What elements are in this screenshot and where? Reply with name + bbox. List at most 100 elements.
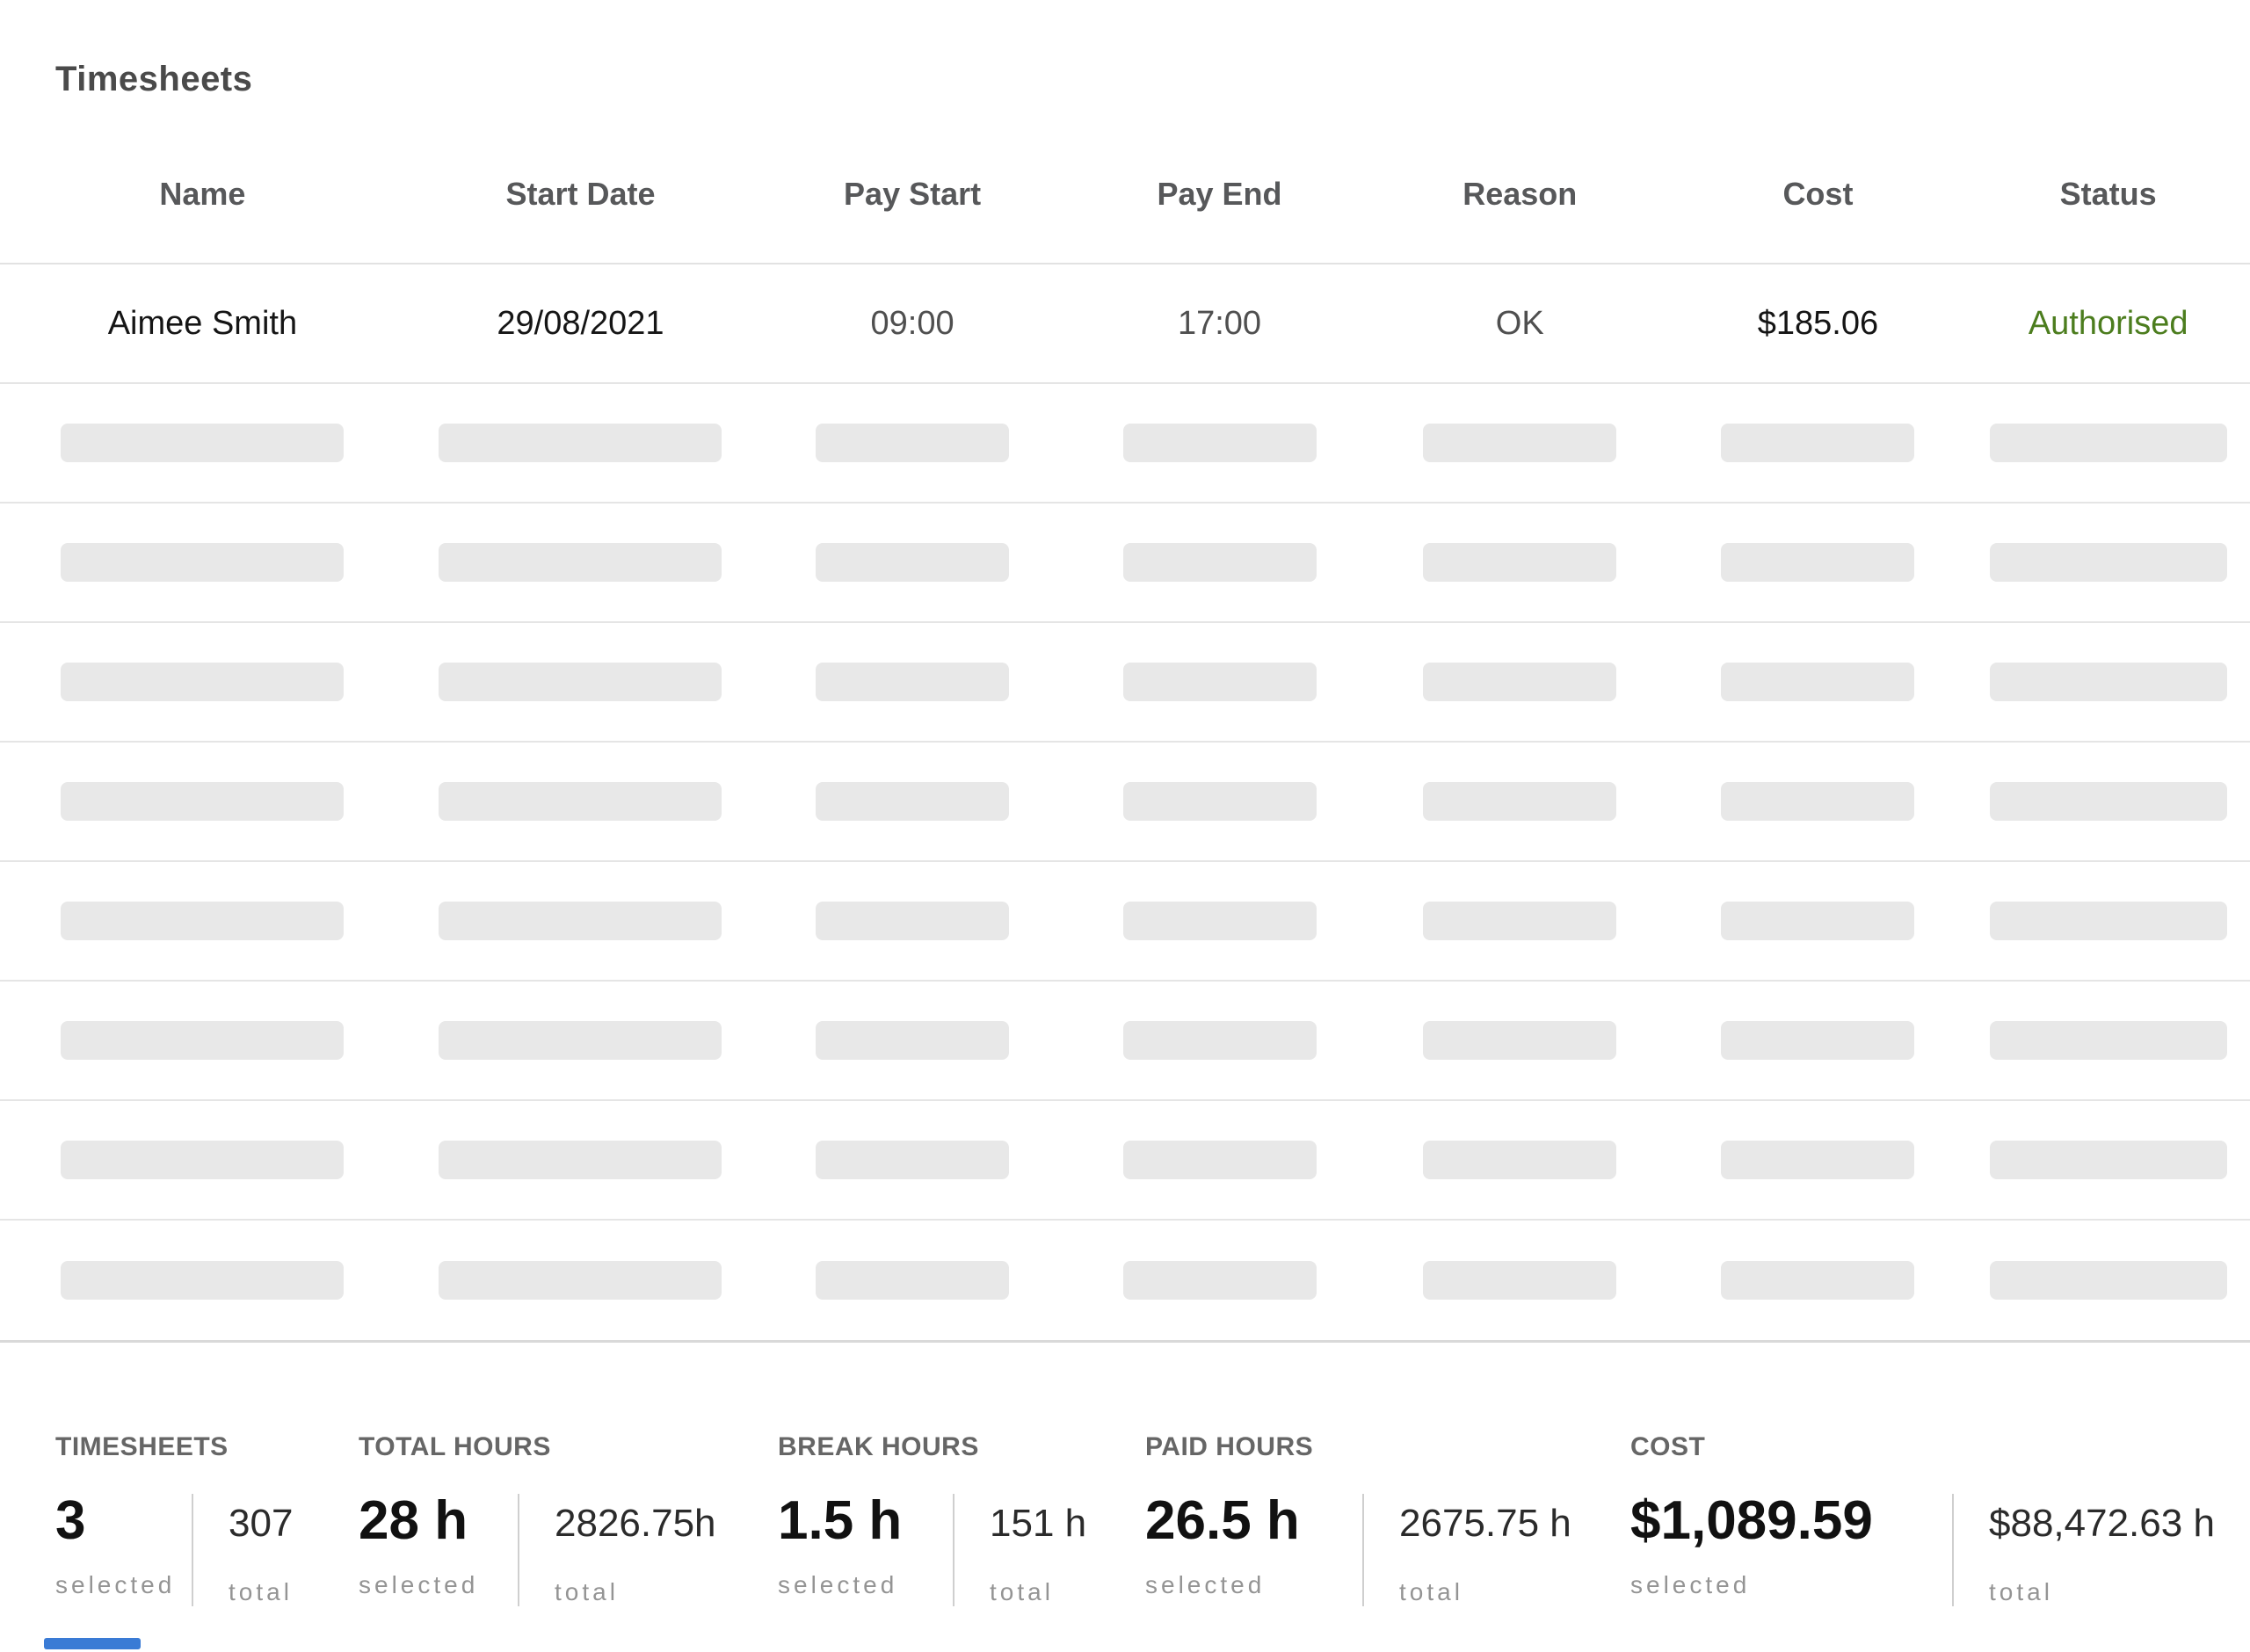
skeleton-bar: [1423, 1021, 1617, 1060]
summary-group-cost: COST $1,089.59 selected $88,472.63 h tot…: [1630, 1432, 2246, 1606]
skeleton-bar: [61, 902, 345, 940]
skeleton-bar: [1989, 1021, 2227, 1060]
skeleton-bar: [61, 543, 345, 582]
skeleton-bar: [439, 902, 722, 940]
row-pay-end-cell: 17:00: [1177, 304, 1262, 342]
selected-caption: selected: [55, 1571, 176, 1598]
skeleton-bar: [1989, 424, 2227, 462]
skeleton-bar: [1122, 1021, 1317, 1060]
total-hours-total-value: 2826.75h: [555, 1502, 716, 1545]
total-caption: total: [555, 1578, 619, 1605]
skeleton-bar: [1721, 543, 1915, 582]
summary-label: COST: [1630, 1432, 1706, 1461]
skeleton-bar: [1721, 1261, 1915, 1300]
total-caption: total: [229, 1578, 293, 1605]
skeleton-bar: [1423, 1141, 1617, 1179]
skeleton-bar: [1423, 663, 1617, 701]
skeleton-bar: [816, 782, 1010, 821]
row-reason-cell: OK: [1495, 304, 1544, 342]
skeleton-bar: [1721, 424, 1915, 462]
row-name-cell: Aimee Smith: [107, 304, 298, 342]
skeleton-bar: [816, 663, 1010, 701]
skeleton-bar: [439, 1261, 722, 1300]
summary-group-paid-hours: PAID HOURS 26.5 h selected 2675.75 h tot…: [1145, 1432, 1630, 1606]
skeleton-bar: [1122, 782, 1317, 821]
selected-caption: selected: [359, 1571, 479, 1598]
row-start-date-cell: 29/08/2021: [497, 304, 664, 342]
skeleton-bar: [439, 1141, 722, 1179]
skeleton-bar: [1989, 1261, 2227, 1300]
paid-hours-selected-value: 26.5 h: [1145, 1490, 1300, 1551]
column-header-start-date: Start Date: [505, 175, 656, 212]
skeleton-bar: [1122, 543, 1317, 582]
summary-group-break-hours: BREAK HOURS 1.5 h selected 151 h total: [778, 1432, 1145, 1606]
skeleton-bar: [1989, 663, 2227, 701]
skeleton-bar: [439, 782, 722, 821]
column-header-status: Status: [2059, 175, 2157, 212]
column-header-pay-end: Pay End: [1157, 175, 1282, 212]
skeleton-bar: [1423, 902, 1617, 940]
table-header-row: Name Start Date Pay Start Pay End Reason…: [0, 102, 2250, 264]
skeleton-bar: [1423, 424, 1617, 462]
break-hours-selected-value: 1.5 h: [778, 1490, 903, 1551]
row-pay-start-cell: 09:00: [870, 304, 954, 342]
horizontal-scrollbar-thumb[interactable]: [44, 1638, 141, 1649]
skeleton-bar: [1122, 1261, 1317, 1300]
selected-caption: selected: [778, 1571, 898, 1598]
paid-hours-total-value: 2675.75 h: [1399, 1502, 1571, 1545]
page-header: Timesheets: [0, 0, 2250, 102]
skeleton-bar: [1721, 1021, 1915, 1060]
row-cost-cell: $185.06: [1757, 304, 1879, 342]
skeleton-bar: [439, 424, 722, 462]
table-row[interactable]: Aimee Smith 29/08/2021 09:00 17:00 OK $1…: [0, 264, 2250, 384]
skeleton-bar: [1721, 1141, 1915, 1179]
skeleton-rows-container: [0, 384, 2250, 1340]
skeleton-bar: [1122, 424, 1317, 462]
skeleton-bar: [816, 543, 1010, 582]
skeleton-bar: [61, 1021, 345, 1060]
skeleton-row: [0, 982, 2250, 1101]
skeleton-row: [0, 504, 2250, 623]
skeleton-bar: [61, 424, 345, 462]
skeleton-bar: [816, 1021, 1010, 1060]
summary-label: BREAK HOURS: [778, 1432, 979, 1461]
summary-label: TIMESHEETS: [55, 1432, 229, 1461]
skeleton-bar: [61, 782, 345, 821]
skeleton-bar: [1423, 1261, 1617, 1300]
summary-label: PAID HOURS: [1145, 1432, 1314, 1461]
skeleton-row: [0, 862, 2250, 982]
skeleton-bar: [1721, 663, 1915, 701]
skeleton-bar: [1721, 782, 1915, 821]
total-caption: total: [990, 1578, 1054, 1605]
column-header-reason: Reason: [1462, 175, 1578, 212]
skeleton-bar: [61, 1141, 345, 1179]
skeleton-bar: [816, 424, 1010, 462]
skeleton-bar: [816, 1261, 1010, 1300]
summary-group-timesheets: TIMESHEETS 3 selected 307 total: [55, 1432, 359, 1606]
skeleton-bar: [1721, 902, 1915, 940]
selected-caption: selected: [1145, 1571, 1266, 1598]
skeleton-row: [0, 743, 2250, 862]
cost-selected-value: $1,089.59: [1630, 1490, 1873, 1551]
selected-caption: selected: [1630, 1571, 1751, 1598]
skeleton-bar: [1989, 902, 2227, 940]
skeleton-bar: [1989, 543, 2227, 582]
skeleton-bar: [816, 1141, 1010, 1179]
skeleton-bar: [1423, 782, 1617, 821]
timesheets-selected-value: 3: [55, 1490, 86, 1551]
timesheets-table: Name Start Date Pay Start Pay End Reason…: [0, 102, 2250, 1340]
skeleton-bar: [1122, 663, 1317, 701]
page-title: Timesheets: [55, 60, 253, 98]
skeleton-bar: [1122, 1141, 1317, 1179]
status-badge: Authorised: [2028, 304, 2188, 342]
skeleton-bar: [439, 1021, 722, 1060]
skeleton-bar: [439, 663, 722, 701]
skeleton-bar: [61, 663, 345, 701]
timesheets-total-value: 307: [229, 1502, 294, 1545]
skeleton-row: [0, 623, 2250, 743]
skeleton-row: [0, 1101, 2250, 1221]
skeleton-bar: [1989, 782, 2227, 821]
column-header-cost: Cost: [1782, 175, 1854, 212]
skeleton-bar: [816, 902, 1010, 940]
total-caption: total: [1989, 1578, 2053, 1605]
